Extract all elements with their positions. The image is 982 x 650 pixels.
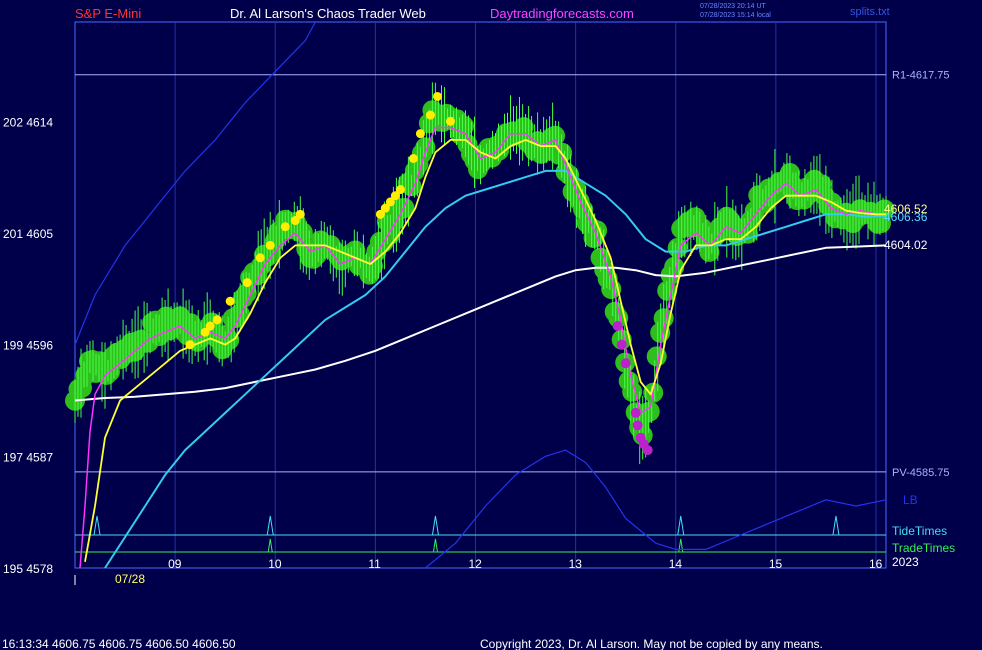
tide-spike: [832, 515, 840, 536]
high-marker: [225, 296, 235, 306]
source-file-label: splits.txt: [850, 6, 890, 18]
y-tick-label: 199 4596: [3, 339, 53, 353]
x-tick-label: 10: [268, 557, 282, 571]
quote-readout: 16:13:34 4606.75 4606.75 4606.50 4606.50: [2, 637, 236, 650]
year-label: 2023: [892, 555, 919, 569]
level-label: R1-4617.75: [892, 70, 950, 82]
high-marker: [200, 327, 210, 337]
last-value-label-b: 4606.36: [884, 210, 928, 224]
high-marker: [205, 321, 215, 331]
low-marker: [612, 321, 623, 332]
tide-spike: [93, 515, 101, 536]
high-marker: [280, 222, 290, 232]
tide-spike: [677, 515, 685, 536]
x-tick-label: 12: [468, 557, 482, 571]
date-label: 07/28: [115, 572, 145, 586]
low-marker: [642, 445, 653, 456]
trade-spike: [678, 538, 684, 553]
plot-area: 09 10 11 12 13 14 15 16 07/28 202 4614 201 4605 199…: [3, 21, 955, 586]
high-marker: [375, 209, 385, 219]
high-marker: [395, 185, 405, 195]
high-marker: [408, 154, 418, 163]
symbol-label: S&P E-Mini: [75, 6, 141, 21]
low-marker: [620, 358, 631, 369]
x-tick-label: 09: [168, 557, 182, 571]
trade-spike: [432, 538, 438, 553]
high-marker: [185, 340, 195, 350]
low-marker: [616, 339, 627, 350]
copyright-notice: Copyright 2023, Dr. Al Larson. May not b…: [480, 637, 823, 650]
high-marker: [265, 240, 275, 250]
magenta-line: [79, 126, 886, 569]
high-marker: [415, 129, 425, 139]
page-title: Dr. Al Larson's Chaos Trader Web: [230, 6, 426, 21]
low-marker: [632, 420, 643, 431]
lb-line: [425, 449, 887, 569]
tide-times-label: TideTimes: [892, 524, 947, 538]
y-tick-label: 195 4578: [3, 562, 53, 576]
high-marker: [390, 191, 400, 201]
high-marker: [255, 253, 265, 263]
high-marker: [380, 203, 390, 213]
tide-spike: [266, 515, 274, 536]
lb-label: LB: [903, 493, 918, 507]
y-tick-label: 197 4587: [3, 450, 53, 464]
level-label: PV-4585.75: [892, 467, 950, 479]
blue-forecast-line: [74, 21, 316, 345]
tide-spike: [431, 515, 439, 536]
low-marker: [630, 407, 641, 418]
y-tick-label: 201 4605: [3, 227, 53, 241]
timestamp-local: 07/28/2023 15:14 local: [700, 12, 771, 19]
yellow-line: [84, 138, 886, 562]
high-marker: [290, 216, 300, 226]
timestamp-utc: 07/28/2023 20:14 UT: [700, 3, 766, 10]
high-marker: [445, 116, 455, 126]
plot-frame: [74, 21, 887, 569]
high-marker: [242, 278, 252, 288]
white-ma-value-label: 4604.02: [884, 238, 928, 252]
high-marker: [212, 315, 222, 325]
trade-spike: [267, 538, 273, 553]
high-marker: [425, 110, 435, 120]
last-value-label-a: 4606.52: [884, 202, 928, 216]
x-tick-label: 13: [569, 557, 583, 571]
y-tick-label: 202 4614: [3, 115, 53, 129]
price-bars: [74, 82, 887, 465]
high-marker: [295, 209, 305, 219]
high-marker: [432, 91, 442, 101]
x-tick-label: 11: [368, 557, 381, 571]
x-tick-label: 16: [869, 557, 883, 571]
price-dot: [639, 401, 660, 422]
trade-times-label: TradeTimes: [892, 541, 955, 555]
cyan-moving-average: [104, 169, 887, 569]
site-link[interactable]: Daytradingforecasts.com: [490, 6, 634, 21]
white-moving-average: [74, 244, 887, 402]
x-tick-label: 14: [669, 557, 683, 571]
high-marker: [385, 197, 395, 207]
x-tick-label: 15: [769, 557, 783, 571]
